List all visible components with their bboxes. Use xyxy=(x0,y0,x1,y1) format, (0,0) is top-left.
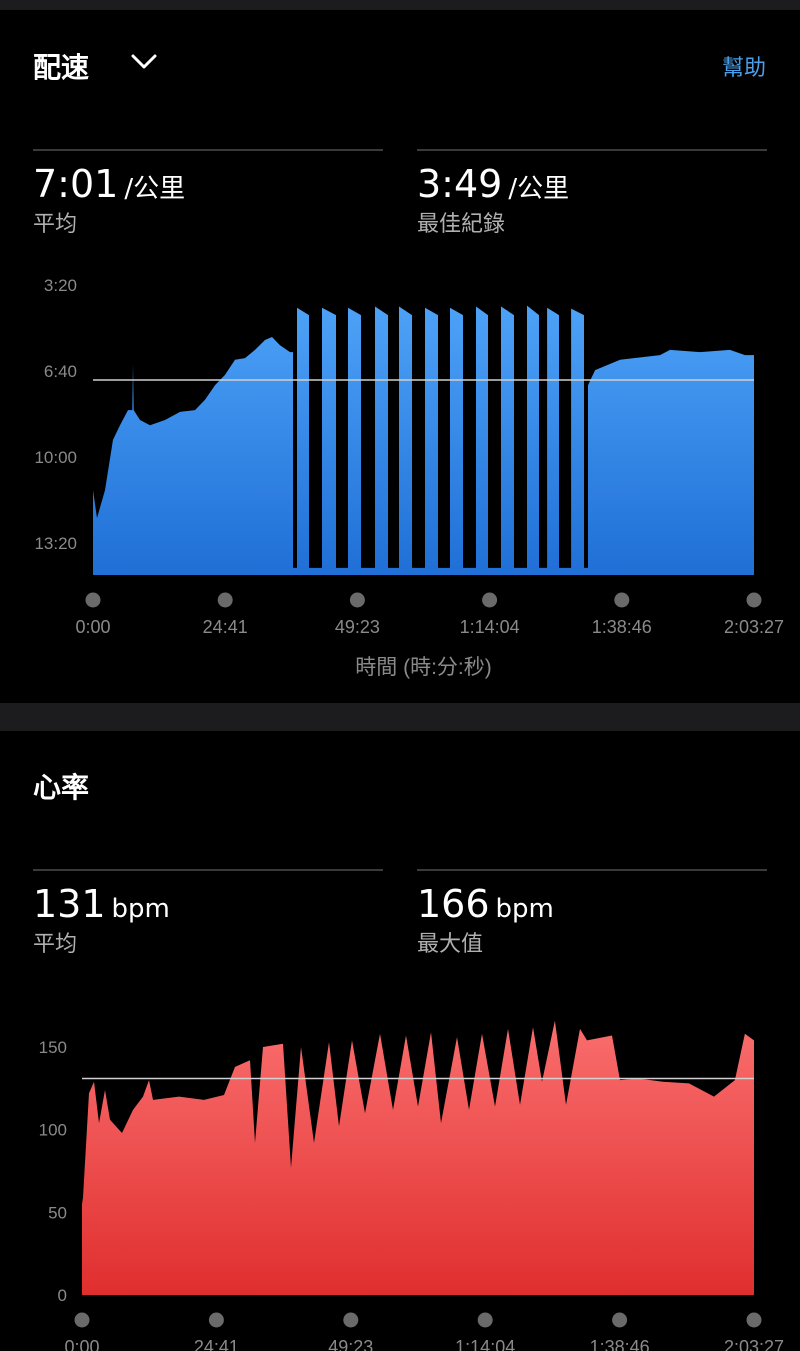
help-link[interactable]: 幫助 xyxy=(721,56,766,81)
section-separator xyxy=(0,703,800,731)
heart-rate-section-title: 心率 xyxy=(33,771,90,804)
x-tick-label: 49:23 xyxy=(328,1337,373,1351)
pace-avg-value: 7:01 xyxy=(33,162,119,206)
pace-best-label: 最佳紀錄 xyxy=(417,212,506,237)
y-tick-label: 0 xyxy=(58,1286,67,1305)
hr-avg-value: 131 xyxy=(33,882,106,926)
hr-max-stat: 166 bpm 最大值 xyxy=(417,882,554,958)
x-tick-dot xyxy=(208,1312,224,1328)
y-tick-label: 3:20 xyxy=(44,276,77,295)
x-tick-label: 0:00 xyxy=(64,1337,99,1351)
divider xyxy=(33,869,383,871)
x-tick-dot xyxy=(349,592,365,608)
x-tick-label: 24:41 xyxy=(194,1337,239,1351)
data-area xyxy=(93,305,754,575)
x-tick-label: 1:14:04 xyxy=(455,1337,515,1351)
hr-avg-stat: 131 bpm 平均 xyxy=(33,882,170,958)
hr-max-value: 166 xyxy=(417,882,490,926)
x-tick-dot xyxy=(477,1312,493,1328)
divider xyxy=(417,149,767,151)
divider xyxy=(417,869,767,871)
x-tick-label: 0:00 xyxy=(75,617,110,637)
y-tick-label: 6:40 xyxy=(44,362,77,381)
hr-max-label: 最大值 xyxy=(417,932,484,957)
x-tick-dot xyxy=(746,1312,762,1328)
x-axis-label: 時間 (時:分:秒) xyxy=(355,656,492,679)
x-tick-label: 49:23 xyxy=(335,617,380,637)
pace-best-value: 3:49 xyxy=(417,162,503,206)
y-tick-label: 13:20 xyxy=(34,534,77,553)
x-tick-dot xyxy=(614,592,630,608)
x-tick-dot xyxy=(217,592,233,608)
x-tick-dot xyxy=(612,1312,628,1328)
pace-section-title: 配速 xyxy=(33,51,90,84)
x-tick-dot xyxy=(482,592,498,608)
y-tick-label: 100 xyxy=(39,1121,67,1140)
y-tick-label: 50 xyxy=(48,1203,67,1222)
y-tick-label: 10:00 xyxy=(34,448,77,467)
pace-chart[interactable]: 3:20 6:40 10:00 13:20 0:00 24:41 49:23 1:14:04 1… xyxy=(0,0,800,703)
chevron-down-icon[interactable] xyxy=(131,52,157,72)
x-tick-label: 1:14:04 xyxy=(460,617,520,637)
x-tick-dot xyxy=(746,592,762,608)
data-area xyxy=(82,1020,754,1295)
x-tick-dot xyxy=(343,1312,359,1328)
x-tick-label: 1:38:46 xyxy=(590,1337,650,1351)
pace-avg-unit: /公里 xyxy=(124,174,186,204)
x-tick-label: 2:03:27 xyxy=(724,617,784,637)
pace-avg-label: 平均 xyxy=(33,212,78,237)
top-strip xyxy=(0,0,800,10)
pace-best-unit: /公里 xyxy=(508,174,570,204)
x-tick-dot xyxy=(85,592,101,608)
hr-max-unit: bpm xyxy=(495,894,554,924)
divider xyxy=(33,149,383,151)
hr-avg-unit: bpm xyxy=(111,894,170,924)
hr-avg-label: 平均 xyxy=(33,932,78,957)
x-tick-label: 24:41 xyxy=(203,617,248,637)
x-tick-label: 1:38:46 xyxy=(592,617,652,637)
pace-best-stat: 3:49/公里 最佳紀錄 xyxy=(417,162,569,238)
x-tick-label: 2:03:27 xyxy=(724,1337,784,1351)
pace-avg-stat: 7:01/公里 平均 xyxy=(33,162,185,238)
x-tick-dot xyxy=(74,1312,90,1328)
y-tick-label: 150 xyxy=(39,1038,67,1057)
